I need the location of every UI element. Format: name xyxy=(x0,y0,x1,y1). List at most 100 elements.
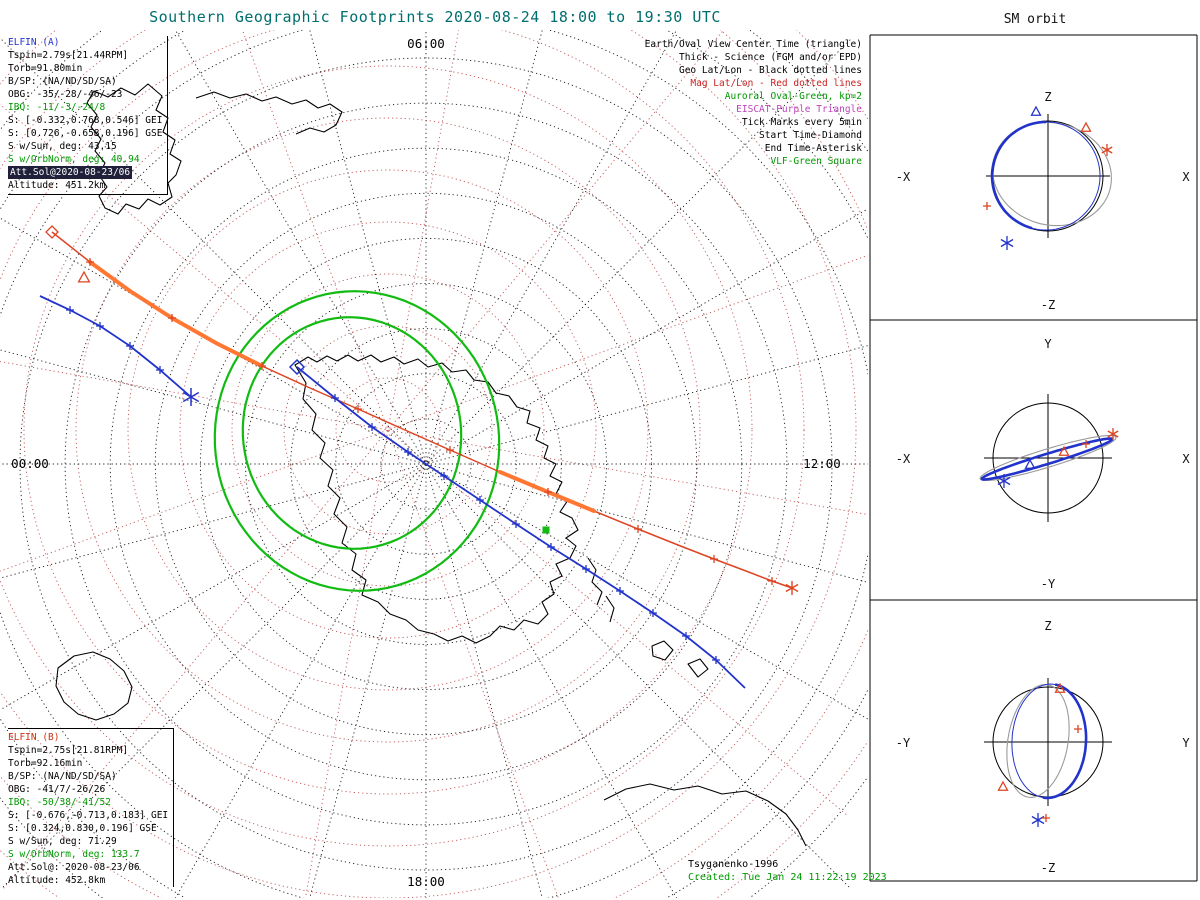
auroral-oval xyxy=(213,290,501,592)
sm-axis-label: -Y xyxy=(1041,577,1056,591)
asterisk-marker xyxy=(1107,428,1119,440)
elfin-a-footprint xyxy=(296,366,746,689)
orbit-path-blue xyxy=(981,438,1113,480)
elfin-a-tick xyxy=(156,366,164,374)
asterisk-marker xyxy=(997,474,1011,488)
elfin-b-info-line: S: [-0.676,-0.713,0.183] GEI xyxy=(8,810,169,821)
elfin-b-footprint xyxy=(51,231,793,589)
elfin-a-start-diamond xyxy=(288,358,306,376)
elfin-b-info-line: S w/Sun, deg: 71.29 xyxy=(8,836,117,847)
legend-line: Auroral Oval-Green, kp=2 xyxy=(724,91,862,102)
elfin-b-tick xyxy=(710,555,718,563)
elfin-a-tick xyxy=(331,394,339,402)
elfin-a-info-line: OBG: -35/-28/-46/-23 xyxy=(8,89,123,100)
sm-axis-label: -Z xyxy=(1041,861,1055,875)
legend-line: End Time-Asterisk xyxy=(764,143,862,154)
elfin-a-info-line: S: [-0.332,0.768,0.546] GEI xyxy=(8,115,163,126)
legend-line: Mag Lat/Lon - Red dotted lines xyxy=(690,78,862,89)
created-label: Created: Tue Jan 24 11:22:19 2023 xyxy=(688,872,887,883)
elfin-a-tick xyxy=(126,342,134,350)
elfin-a-tick xyxy=(368,423,376,431)
sm-axis-label: Z xyxy=(1044,619,1051,633)
triangle-marker xyxy=(1024,458,1036,469)
elfin-a-info-line: B/SP: (NA/ND/SD/SA) xyxy=(8,76,117,87)
sm-axis-label: X xyxy=(1182,170,1190,184)
triangle-marker xyxy=(1080,121,1092,132)
elfin-a-tick xyxy=(616,587,624,595)
elfin-a-info-line: S: [0.726,-0.658,0.196] GSE xyxy=(8,128,163,139)
coastline-path xyxy=(86,83,182,215)
elfin-b-tick xyxy=(634,525,642,533)
elfin-b-view-center-triangle xyxy=(77,270,91,283)
elfin-a-tick xyxy=(682,632,690,640)
orbit-science-arc xyxy=(990,120,1047,230)
elfin-a-footprint xyxy=(39,295,192,398)
sm-axis-label: -X xyxy=(896,170,911,184)
elfin-b-tick xyxy=(446,446,454,454)
sm-orbit-title: SM orbit xyxy=(1003,12,1067,27)
sm-axis-label: Y xyxy=(1182,736,1190,750)
orbit-science-arc xyxy=(1042,683,1088,800)
orbit-path-gray xyxy=(992,121,1112,227)
elfin-a-tick xyxy=(712,656,720,664)
geo-grid xyxy=(0,30,868,898)
plus-marker xyxy=(983,202,991,210)
orbit-path-gray xyxy=(979,434,1117,482)
triangle-marker xyxy=(1054,682,1066,693)
sm-axis-label: -X xyxy=(896,452,911,466)
elfin-b-tick xyxy=(258,362,266,370)
sm-axis-label: -Y xyxy=(896,736,911,750)
elfin-a-tick xyxy=(512,520,520,528)
main-map xyxy=(0,30,868,898)
hour-label: 18:00 xyxy=(407,874,445,889)
elfin-b-tick xyxy=(86,258,94,266)
coastline-path xyxy=(294,354,579,644)
asterisk-marker xyxy=(1101,144,1113,156)
hour-label: 06:00 xyxy=(407,36,445,51)
earth-circle xyxy=(992,402,1104,514)
elfin-a-info-block: ELFIN (A) Tspin=2.79s[21.44RPM] Torb=91.80… xyxy=(8,36,169,195)
elfin-b-tick xyxy=(354,405,362,413)
elfin-b-info-line: IBQ: -50/38/-41/52 xyxy=(8,797,111,808)
sm-axis-label: Y xyxy=(1044,337,1052,351)
elfin-b-tick xyxy=(768,577,776,585)
elfin-a-tick xyxy=(649,609,657,617)
asterisk-marker xyxy=(1031,813,1045,827)
sm-axis-label: Z xyxy=(1044,90,1051,104)
elfin-b-tick xyxy=(168,314,176,322)
elfin-b-info-line: OBG: -41/7/-26/26 xyxy=(8,784,106,795)
model-label: Tsyganenko-1996 xyxy=(688,859,779,870)
sm-axis-label: X xyxy=(1182,452,1190,466)
elfin-a-tick xyxy=(96,322,104,330)
elfin-b-info-line: ELFIN (B) xyxy=(8,732,60,743)
triangle-marker xyxy=(1030,105,1042,116)
auroral-oval xyxy=(241,316,463,550)
mag-grid xyxy=(0,30,868,898)
legend-line: VLF-Green Square xyxy=(770,156,862,167)
elfin-b-info-line: Tspin=2.75s[21.81RPM] xyxy=(8,745,129,756)
elfin-b-info-line: Torb=92.16min xyxy=(8,758,83,769)
coastline-path xyxy=(587,557,615,623)
elfin-a-end-asterisk xyxy=(182,388,200,406)
page-title: Southern Geographic Footprints 2020-08-2… xyxy=(149,8,721,26)
elfin-b-tick xyxy=(544,488,552,496)
elfin-a-tick xyxy=(404,448,412,456)
elfin-b-end-asterisk xyxy=(785,581,799,595)
hour-label: 00:00 xyxy=(11,456,49,471)
hour-label: 12:00 xyxy=(803,456,841,471)
sm-orbit-panel-2: Y -Y -X X xyxy=(896,337,1191,591)
coastlines xyxy=(55,83,807,847)
elfin-a-info-line: Att.Sol@2020-08-23/06 xyxy=(8,166,133,179)
elfin-a-info-line: Tspin=2.79s[21.44RPM] xyxy=(8,50,129,61)
legend-line: EISCAT-Purple Triangle xyxy=(736,104,862,115)
coastline-path xyxy=(55,651,133,721)
elfin-b-start-diamond xyxy=(45,225,59,239)
legend-line: Start Time-Diamond xyxy=(759,130,862,141)
coastline-path xyxy=(603,783,807,847)
legend-line: Earth/Oval View Center Time (triangle) xyxy=(644,39,862,50)
elfin-a-tick xyxy=(440,472,448,480)
elfin-a-info-line: Altitude: 451.2km xyxy=(8,180,106,191)
sm-orbit-panel-1: Z -Z -X X xyxy=(896,90,1191,312)
